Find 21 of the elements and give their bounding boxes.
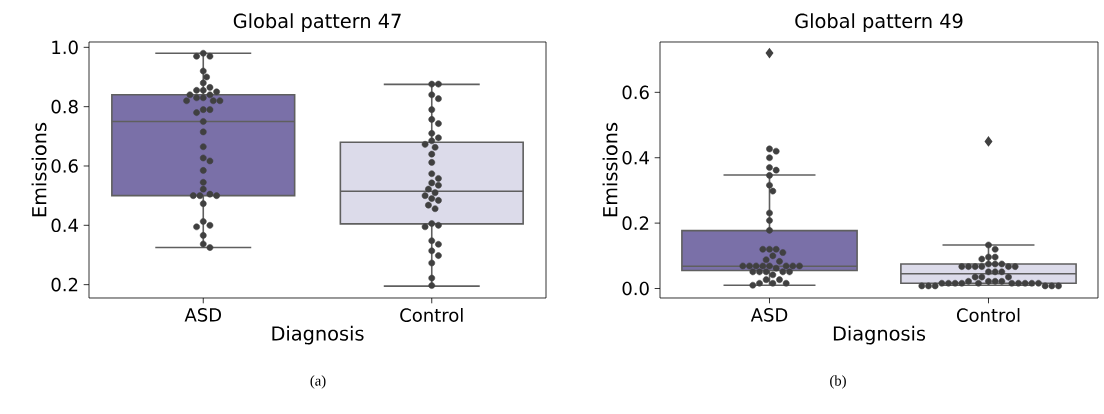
y-tick-label: 0.4 (51, 218, 78, 233)
x-axis-title: Diagnosis (833, 325, 926, 345)
x-tick-label: Control (956, 308, 1020, 322)
x-tick-label: Control (400, 308, 463, 322)
y-axis-title: Emissions (602, 122, 618, 217)
y-tick-label: 0.2 (622, 216, 649, 230)
y-tick-label: 0.6 (622, 85, 649, 100)
y-tick-label: 0.2 (51, 277, 78, 292)
y-tick-label: 1.0 (52, 40, 78, 55)
y-tick-label: 0.8 (51, 99, 78, 114)
y-axis-title: Emissions (31, 122, 47, 217)
text: (b) (830, 375, 846, 389)
x-tick-label: ASD (750, 308, 788, 322)
y-tick-label: 0.4 (622, 150, 649, 165)
x-axis-title: Diagnosis (272, 325, 364, 345)
chart-title: Global pattern 49 (795, 13, 963, 32)
chart-title: Global pattern 47 (233, 13, 401, 32)
y-tick-label: 0.6 (51, 159, 78, 173)
text: (a) (310, 375, 326, 389)
y-tick-label: 0.0 (622, 281, 649, 296)
x-tick-label: ASD (184, 308, 221, 322)
